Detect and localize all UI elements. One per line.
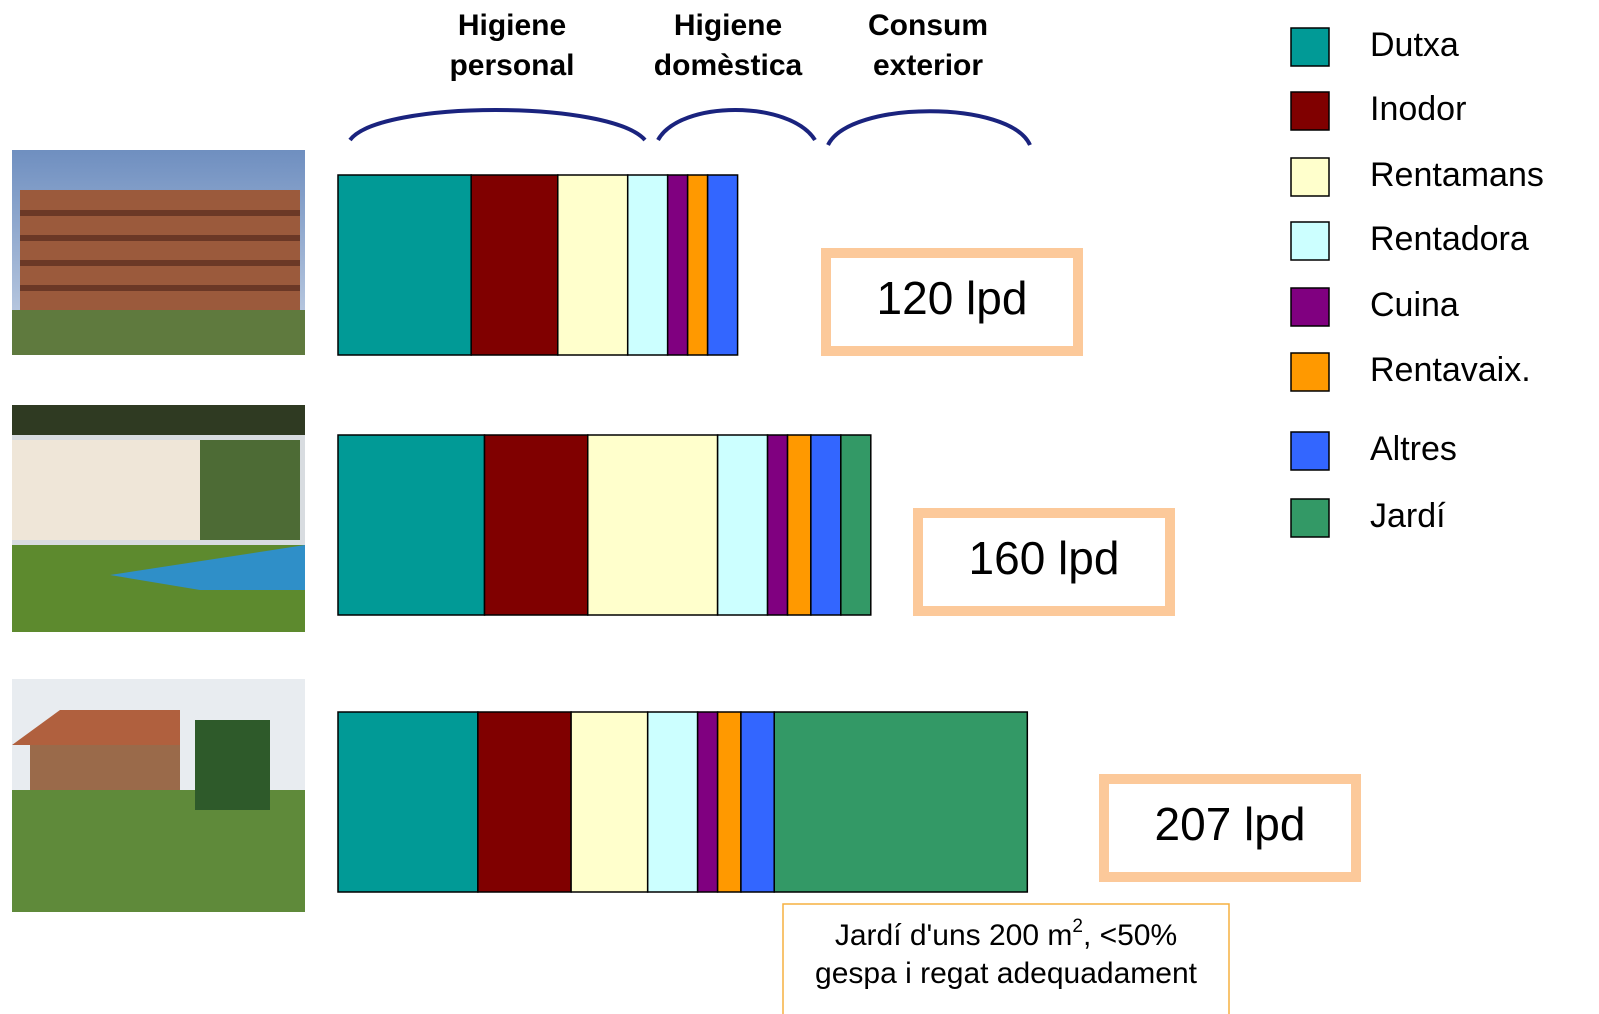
note-text: Jardí d'uns 200 m	[835, 919, 1073, 952]
legend-label: Rentavaix.	[1370, 351, 1531, 389]
legend-label: Jardí	[1370, 497, 1446, 535]
legend-swatch	[1290, 157, 1330, 197]
total-label: 120 lpd	[877, 272, 1028, 324]
bar-segment	[483, 434, 589, 616]
bar-segment	[557, 174, 629, 356]
group-label: personal	[449, 49, 574, 82]
note-text: gespa i regat adequadament	[815, 957, 1198, 990]
group-label: Higiene	[458, 9, 566, 42]
bar-segment	[716, 711, 742, 893]
legend-label: Altres	[1370, 430, 1457, 468]
brace	[348, 108, 1032, 147]
legend-swatch	[1290, 431, 1330, 471]
bar-segment	[570, 711, 649, 893]
total-box	[821, 248, 1083, 356]
note-box	[782, 903, 1230, 1014]
total-box	[1099, 774, 1361, 882]
group-label: domèstica	[654, 49, 803, 82]
bar-segment	[470, 174, 559, 356]
total-label: 160 lpd	[969, 532, 1120, 584]
bar-segment	[766, 434, 789, 616]
legend-swatch	[1290, 352, 1330, 392]
photo-terraced-houses	[12, 405, 305, 632]
note-text: , <50%	[1083, 919, 1177, 952]
legend-label: Dutxa	[1370, 26, 1459, 64]
bar-segment	[477, 711, 572, 893]
note-superscript: 2	[1072, 916, 1083, 937]
group-label: Higiene	[674, 9, 782, 42]
bar-segment	[626, 174, 669, 356]
legend-label: Cuina	[1370, 286, 1459, 324]
bar-segment	[337, 174, 472, 356]
legend-swatch	[1290, 27, 1330, 67]
photo-apartments	[12, 150, 305, 355]
bar-segment	[686, 174, 709, 356]
bar-segment	[337, 434, 486, 616]
bar-segment	[666, 174, 689, 356]
legend-label: Rentadora	[1370, 220, 1529, 258]
bar-segment	[587, 434, 719, 616]
bar-segment	[786, 434, 812, 616]
bar-segment	[840, 434, 872, 616]
legend-swatch	[1290, 287, 1330, 327]
bar-segment	[740, 711, 775, 893]
bar-segment	[337, 711, 479, 893]
legend-swatch	[1290, 221, 1330, 261]
bar-segment	[696, 711, 719, 893]
legend-swatch	[1290, 498, 1330, 538]
bar-segment	[706, 174, 739, 356]
legend-swatch	[1290, 91, 1330, 131]
group-label: Consum	[868, 9, 988, 42]
total-box	[913, 508, 1175, 616]
legend-label: Inodor	[1370, 90, 1466, 128]
group-label: exterior	[873, 49, 983, 82]
legend-label: Rentamans	[1370, 156, 1544, 194]
bar-segment	[810, 434, 842, 616]
bar-segment	[646, 711, 699, 893]
bar-segment	[716, 434, 769, 616]
total-label: 207 lpd	[1155, 798, 1306, 850]
note: Jardí d'uns 200 m2, <50%	[835, 916, 1177, 952]
bar-segment	[773, 711, 1029, 893]
photo-detached-house	[12, 679, 305, 912]
